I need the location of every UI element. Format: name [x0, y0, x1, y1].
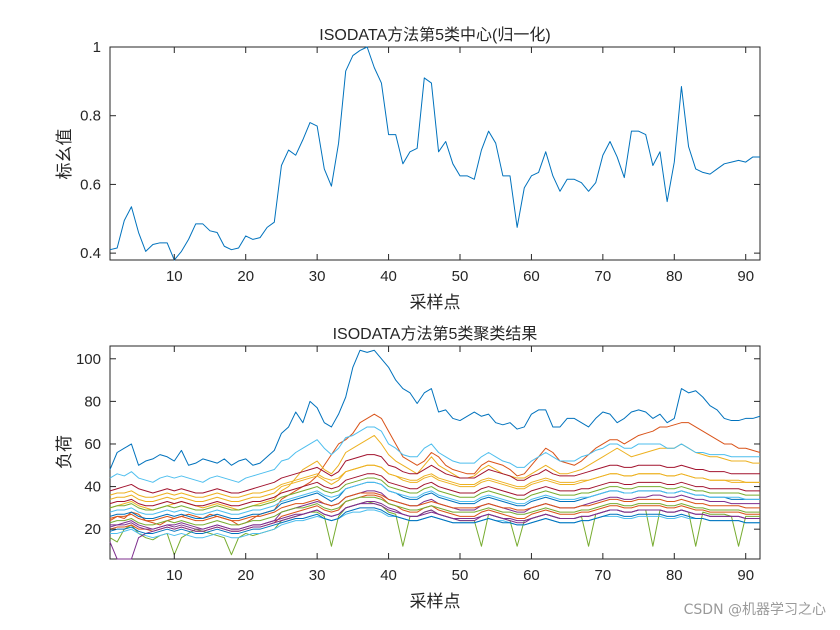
bottom-x-tick-label: 70: [595, 567, 612, 584]
top-x-tick-label: 20: [237, 268, 254, 285]
load-curve-s16: [109, 492, 760, 522]
top-chart-y-label: 标幺值: [55, 129, 75, 180]
top-chart-ticks: 10 20 30 40 50 60 70 80 90 0.4 0.6 0.8 1: [80, 39, 760, 285]
bottom-y-tick-label: 40: [84, 479, 101, 496]
top-y-tick-label: 0.8: [80, 108, 101, 125]
top-x-tick-label: 90: [737, 268, 754, 285]
bottom-y-tick-label: 20: [84, 521, 101, 538]
bottom-x-tick-label: 60: [523, 567, 540, 584]
bottom-x-tick-label: 20: [237, 567, 254, 584]
load-curve-s19: [109, 477, 760, 511]
bottom-x-tick-label: 90: [737, 567, 754, 584]
load-curve-s15: [109, 507, 760, 534]
top-y-tick-label: 0.6: [80, 176, 101, 193]
bottom-x-tick-label: 10: [166, 567, 183, 584]
top-x-tick-label: 60: [523, 268, 540, 285]
top-chart-x-label: 采样点: [410, 293, 461, 313]
top-y-tick-label: 0.4: [80, 245, 101, 262]
top-y-tick-label: 1: [93, 39, 101, 56]
bottom-x-tick-label: 80: [666, 567, 683, 584]
top-chart-series: [109, 46, 760, 261]
top-x-tick-label: 50: [452, 268, 469, 285]
top-x-tick-label: 70: [595, 268, 612, 285]
top-chart-title: ISODATA方法第5类中心(归一化): [319, 26, 550, 44]
bottom-y-tick-label: 60: [84, 436, 101, 453]
bottom-chart-y-label: 负荷: [55, 435, 75, 469]
top-plot-area: [109, 46, 761, 261]
bottom-y-tick-label: 80: [84, 393, 101, 410]
bottom-plot-area: [109, 345, 761, 560]
top-x-tick-label: 40: [380, 268, 397, 285]
bottom-chart-title: ISODATA方法第5类聚类结果: [333, 325, 538, 343]
load-curve-s18: [109, 503, 760, 530]
load-curve-s13: [109, 481, 760, 515]
load-curve-s1: [109, 349, 761, 470]
watermark: CSDN @机器学习之心: [684, 602, 826, 618]
bottom-chart-ticks: 10 20 30 40 50 60 70 80 90 20 40 60 80 100: [76, 346, 760, 584]
cluster-center-line: [109, 46, 760, 261]
top-x-tick-label: 10: [166, 268, 183, 285]
bottom-x-tick-label: 30: [309, 567, 326, 584]
bottom-x-tick-label: 50: [452, 567, 469, 584]
bottom-x-tick-label: 40: [380, 567, 397, 584]
bottom-chart-axes: 10 20 30 40 50 60 70 80 90 20 40 60 80 100 ISODATA方法第…: [55, 325, 761, 612]
load-curve-s20: [109, 426, 760, 483]
bottom-chart-series: [109, 349, 761, 560]
top-chart-axes: 10 20 30 40 50 60 70 80 90 0.4 0.6 0.8 1 ISODATA方法第5…: [55, 26, 761, 313]
load-curve-s12: [109, 496, 760, 526]
top-x-tick-label: 80: [666, 268, 683, 285]
load-curve-s7: [109, 454, 760, 494]
bottom-y-tick-label: 100: [76, 351, 101, 368]
load-curve-s17: [109, 464, 760, 498]
top-x-tick-label: 30: [309, 268, 326, 285]
load-curve-s3: [109, 434, 760, 511]
bottom-chart-x-label: 采样点: [410, 592, 461, 612]
load-curve-s14: [109, 473, 760, 507]
